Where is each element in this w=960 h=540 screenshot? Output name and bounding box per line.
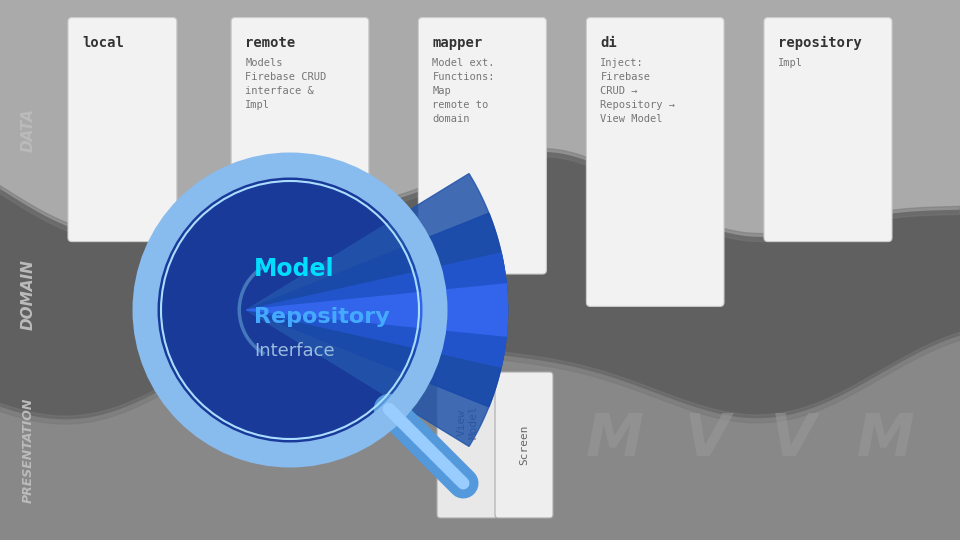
Text: Repository: Repository xyxy=(253,307,390,327)
Text: PRESENTATION: PRESENTATION xyxy=(21,397,35,503)
Text: remote: remote xyxy=(245,36,296,50)
Text: M  V  V  M: M V V M xyxy=(586,411,914,469)
Text: local: local xyxy=(82,36,124,50)
Text: Impl: Impl xyxy=(778,58,803,68)
Text: di: di xyxy=(600,36,617,50)
Polygon shape xyxy=(247,173,508,447)
Polygon shape xyxy=(247,253,508,367)
Polygon shape xyxy=(247,213,508,407)
FancyBboxPatch shape xyxy=(419,18,546,274)
Text: Model: Model xyxy=(253,258,334,281)
FancyBboxPatch shape xyxy=(68,18,177,241)
Text: Interface: Interface xyxy=(253,342,334,360)
Text: Screen: Screen xyxy=(519,425,529,465)
Circle shape xyxy=(154,174,426,446)
FancyBboxPatch shape xyxy=(495,372,553,518)
Text: Inject:
Firebase
CRUD →
Repository →
View Model: Inject: Firebase CRUD → Repository → Vie… xyxy=(600,58,676,124)
FancyBboxPatch shape xyxy=(437,357,498,518)
FancyBboxPatch shape xyxy=(587,18,724,306)
Text: Model ext.
Functions:
Map
remote to
domain: Model ext. Functions: Map remote to doma… xyxy=(432,58,495,124)
Text: repository: repository xyxy=(778,36,862,50)
Polygon shape xyxy=(247,284,508,336)
FancyBboxPatch shape xyxy=(764,18,892,241)
Text: DATA: DATA xyxy=(20,108,36,152)
Text: DOMAIN: DOMAIN xyxy=(20,260,36,330)
Text: Models
Firebase CRUD
interface &
Impl: Models Firebase CRUD interface & Impl xyxy=(245,58,326,110)
Text: mapper: mapper xyxy=(432,36,483,50)
FancyBboxPatch shape xyxy=(231,18,369,295)
Text: View
Model: View Model xyxy=(457,405,478,439)
